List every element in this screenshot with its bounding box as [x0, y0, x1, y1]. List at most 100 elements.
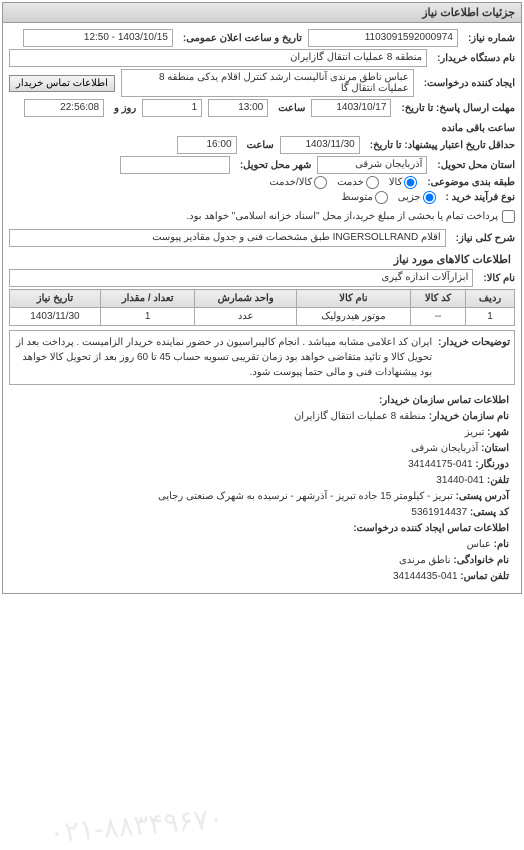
req-contact-header: اطلاعات تماس ایجاد کننده درخواست: — [353, 523, 509, 534]
request-no-value: 1103091592000974 — [308, 29, 458, 47]
remain-time: 22:56:08 — [24, 99, 104, 117]
contact-block: اطلاعات تماس سازمان خریدار: نام سازمان خ… — [9, 389, 515, 589]
col-code: کد کالا — [411, 290, 466, 308]
reply-time: 13:00 — [208, 99, 268, 117]
radio-khedmat[interactable]: خدمت — [337, 176, 379, 189]
remain-days-label: روز و — [114, 103, 136, 114]
radio-kalakhedmat-label: کالا/خدمت — [269, 177, 312, 188]
details-panel: جزئیات اطلاعات نیاز شماره نیاز: 11030915… — [2, 2, 522, 594]
contact-postcode-label: کد پستی: — [470, 507, 509, 518]
reply-time-label: ساعت — [278, 103, 305, 114]
decision-time: 16:00 — [177, 136, 237, 154]
creator-label: ایجاد کننده درخواست: — [424, 78, 515, 89]
radio-small[interactable]: جزیی — [398, 191, 436, 204]
row-request-no: شماره نیاز: 1103091592000974 تاریخ و ساع… — [9, 29, 515, 47]
contact-province-label: استان: — [481, 443, 509, 454]
treasury-note-text: پرداخت تمام یا بخشی از مبلغ خرید،از محل … — [186, 211, 498, 222]
contact-address: تبریز - کیلومتر 15 جاده تبریز - آذرشهر -… — [158, 491, 453, 502]
row-province: استان محل تحویل: آذربایجان شرقی شهر محل … — [9, 156, 515, 174]
radio-kalakhedmat-input[interactable] — [314, 176, 327, 189]
classification-radios: کالا خدمت کالا/خدمت — [269, 176, 417, 189]
cell-row: 1 — [466, 308, 515, 326]
contact-tel: 041-31440 — [436, 475, 484, 486]
panel-title: جزئیات اطلاعات نیاز — [3, 3, 521, 23]
size-label: نوع فرآیند خرید : — [446, 192, 515, 203]
contact-fax-label: دورنگار: — [475, 459, 509, 470]
row-decision-deadline: حداقل تاریخ اعتبار پیشنهاد: تا تاریخ: 14… — [9, 136, 515, 154]
remain-days: 1 — [142, 99, 202, 117]
radio-kalakhedmat[interactable]: کالا/خدمت — [269, 176, 327, 189]
goods-table-head: ردیف کد کالا نام کالا واحد شمارش تعداد /… — [10, 290, 515, 308]
request-no-label: شماره نیاز: — [468, 33, 515, 44]
org-value: منطقه 8 عملیات انتقال گازایران — [9, 49, 427, 67]
goods-group-label: نام کالا: — [483, 273, 515, 284]
reply-date: 1403/10/17 — [311, 99, 391, 117]
buyer-desc-text: ایران کد اعلامی مشابه میباشد . انجام کال… — [14, 335, 432, 380]
province-value: آذربایجان شرقی — [317, 156, 427, 174]
row-size: نوع فرآیند خرید : جزیی متوسط پرداخت تمام… — [9, 191, 515, 223]
treasury-checkbox[interactable] — [502, 210, 515, 223]
contact-org: منطقه 8 عملیات انتقال گازایران — [294, 411, 426, 422]
announce-label: تاریخ و ساعت اعلان عمومی: — [183, 33, 302, 44]
radio-khedmat-input[interactable] — [366, 176, 379, 189]
radio-medium-input[interactable] — [375, 191, 388, 204]
row-goods-group: نام کالا: ابزارآلات اندازه گیری — [9, 269, 515, 287]
cell-unit: عدد — [195, 308, 296, 326]
contact-tel-label: تلفن: — [487, 475, 509, 486]
contact-address-label: آدرس پستی: — [456, 491, 509, 502]
reply-until-label: مهلت ارسال پاسخ: تا تاریخ: — [401, 103, 515, 114]
province-label: استان محل تحویل: — [437, 160, 515, 171]
col-qty: تعداد / مقدار — [100, 290, 195, 308]
contact-phone: 041-34144435 — [393, 571, 458, 582]
row-org: نام دستگاه خریدار: منطقه 8 عملیات انتقال… — [9, 49, 515, 67]
contact-lastname-label: نام خانوادگی: — [453, 555, 509, 566]
row-need: شرح کلی نیاز: اقلام INGERSOLLRAND طبق مش… — [9, 229, 515, 247]
org-label: نام دستگاه خریدار: — [437, 53, 515, 64]
radio-khedmat-label: خدمت — [337, 177, 364, 188]
size-radios: جزیی متوسط — [341, 191, 435, 204]
contact-province: آذربایجان شرقی — [411, 443, 478, 454]
contact-lastname: ناطق مرندی — [399, 555, 451, 566]
col-unit: واحد شمارش — [195, 290, 296, 308]
radio-kala-label: کالا — [389, 177, 403, 188]
contact-buyer-button[interactable]: اطلاعات تماس خریدار — [9, 75, 115, 92]
contact-city-label: شهر: — [487, 427, 509, 438]
contact-postcode: 5361914437 — [411, 507, 467, 518]
cell-code: -- — [411, 308, 466, 326]
contact-city: تبریز — [465, 427, 485, 438]
classification-label: طبقه بندی موضوعی: — [427, 177, 515, 188]
radio-kala-input[interactable] — [404, 176, 417, 189]
radio-small-input[interactable] — [423, 191, 436, 204]
col-row: ردیف — [466, 290, 515, 308]
city-value — [120, 156, 230, 174]
row-classification: طبقه بندی موضوعی: کالا خدمت کالا/خدمت — [9, 176, 515, 189]
col-name: نام کالا — [296, 290, 410, 308]
decision-date: 1403/11/30 — [280, 136, 360, 154]
goods-group-value: ابزارآلات اندازه گیری — [9, 269, 473, 287]
contact-org-label: نام سازمان خریدار: — [429, 411, 509, 422]
radio-medium-label: متوسط — [341, 192, 372, 203]
row-reply-deadline: مهلت ارسال پاسخ: تا تاریخ: 1403/10/17 سا… — [9, 99, 515, 134]
treasury-note: پرداخت تمام یا بخشی از مبلغ خرید،از محل … — [186, 210, 515, 223]
goods-table: ردیف کد کالا نام کالا واحد شمارش تعداد /… — [9, 289, 515, 326]
contact-name: عباس — [467, 539, 491, 550]
contact-name-label: نام: — [494, 539, 509, 550]
decision-time-label: ساعت — [247, 140, 274, 151]
contact-phone-label: تلفن تماس: — [460, 571, 509, 582]
contact-fax: 041-34144175 — [408, 459, 473, 470]
city-label: شهر محل تحویل: — [240, 160, 312, 171]
watermark: ۰۲۱-۸۸۳۴۹۶۷۰ — [48, 801, 225, 849]
creator-value: عباس ناطق مرندی آنالیست ارشد کنترل اقلام… — [121, 69, 414, 97]
announce-value: 1403/10/15 - 12:50 — [23, 29, 173, 47]
radio-kala[interactable]: کالا — [389, 176, 418, 189]
contact-header: اطلاعات تماس سازمان خریدار: — [379, 395, 509, 406]
contact-section: ۰۲۱-۸۸۳۴۹۶۷۰ اطلاعات تماس سازمان خریدار:… — [9, 389, 515, 589]
col-date: تاریخ نیاز — [10, 290, 101, 308]
table-row: 1 -- موتور هیدرولیک عدد 1 1403/11/30 — [10, 308, 515, 326]
buyer-desc-box: توضیحات خریدار: ایران کد اعلامی مشابه می… — [9, 330, 515, 385]
radio-medium[interactable]: متوسط — [341, 191, 387, 204]
panel-body: شماره نیاز: 1103091592000974 تاریخ و ساع… — [3, 23, 521, 593]
goods-section-title: اطلاعات کالاهای مورد نیاز — [9, 253, 515, 266]
remain-time-label: ساعت باقی مانده — [442, 123, 515, 134]
need-label: شرح کلی نیاز: — [456, 233, 515, 244]
